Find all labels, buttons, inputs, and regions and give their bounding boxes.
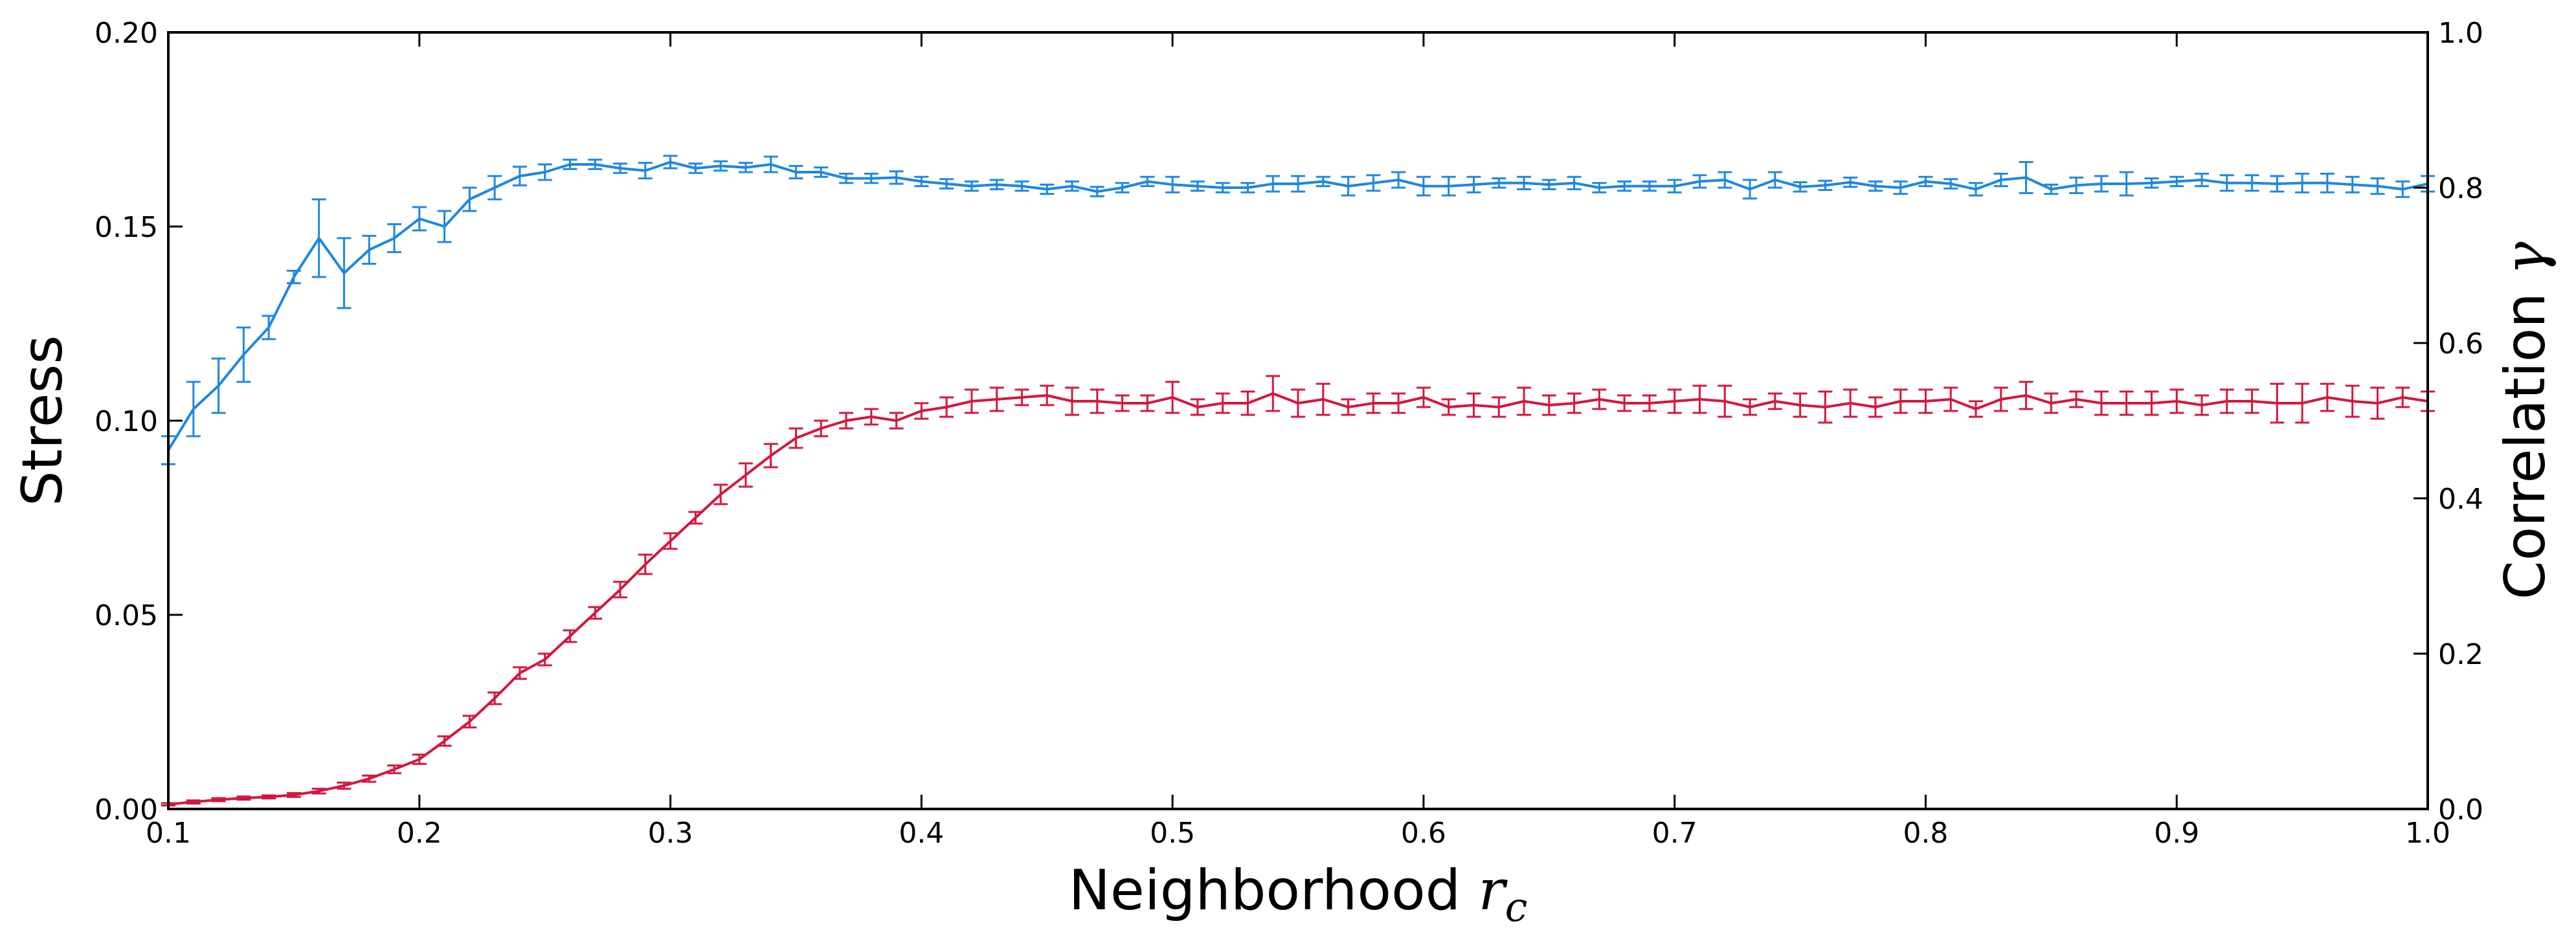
y-right-tick-label: 0.0 <box>2438 793 2483 826</box>
series-1-left-axis <box>161 375 2435 807</box>
plot-frame <box>167 31 2429 810</box>
y-axis-left-title: Stress <box>10 335 75 506</box>
series-2-right-axis <box>161 155 2435 465</box>
y-left-tick-label: 0.05 <box>95 599 158 632</box>
x-tick-label: 0.8 <box>1903 817 1948 850</box>
axis-ticks: 0.1 0.2 0.3 0.4 0.5 0.6 0.7 0.8 0.9 1.0 0.00 0.05 0.… <box>95 17 2483 850</box>
x-axis-title: Neighborhood rc <box>1069 858 1528 931</box>
x-tick-label: 0.1 <box>146 817 191 850</box>
x-tick-label: 0.2 <box>397 817 442 850</box>
y-right-tick-label: 0.8 <box>2438 172 2483 205</box>
x-tick-label: 0.3 <box>648 817 693 850</box>
x-tick-label: 0.4 <box>899 817 944 850</box>
series-line <box>167 161 2428 451</box>
y-left-tick-label: 0.15 <box>95 211 158 244</box>
y-axis-right-title-symbol: γ <box>2493 241 2558 275</box>
y-axis-right-title: Correlation γ <box>2493 241 2558 600</box>
y-axis-right-title-text: Correlation <box>2493 275 2558 600</box>
x-axis-title-symbol: r <box>1479 858 1508 923</box>
y-right-tick-label: 0.4 <box>2438 483 2483 516</box>
x-tick-label: 1.0 <box>2405 817 2450 850</box>
y-right-tick-label: 0.6 <box>2438 327 2483 360</box>
x-tick-label: 0.9 <box>2154 817 2199 850</box>
x-tick-label: 0.7 <box>1652 817 1697 850</box>
x-tick-label: 0.5 <box>1150 817 1195 850</box>
y-left-tick-label: 0.10 <box>95 405 158 438</box>
x-tick-label: 0.6 <box>1401 817 1446 850</box>
series-line <box>168 392 2428 806</box>
y-right-tick-label: 1.0 <box>2438 17 2483 50</box>
x-axis-title-subscript: c <box>1505 883 1528 931</box>
y-left-tick-label: 0.20 <box>95 17 158 50</box>
plot-marks <box>161 155 2435 807</box>
y-left-tick-label: 0.00 <box>95 793 158 826</box>
y-right-tick-label: 0.2 <box>2438 638 2483 671</box>
x-axis-title-text: Neighborhood <box>1069 858 1479 923</box>
